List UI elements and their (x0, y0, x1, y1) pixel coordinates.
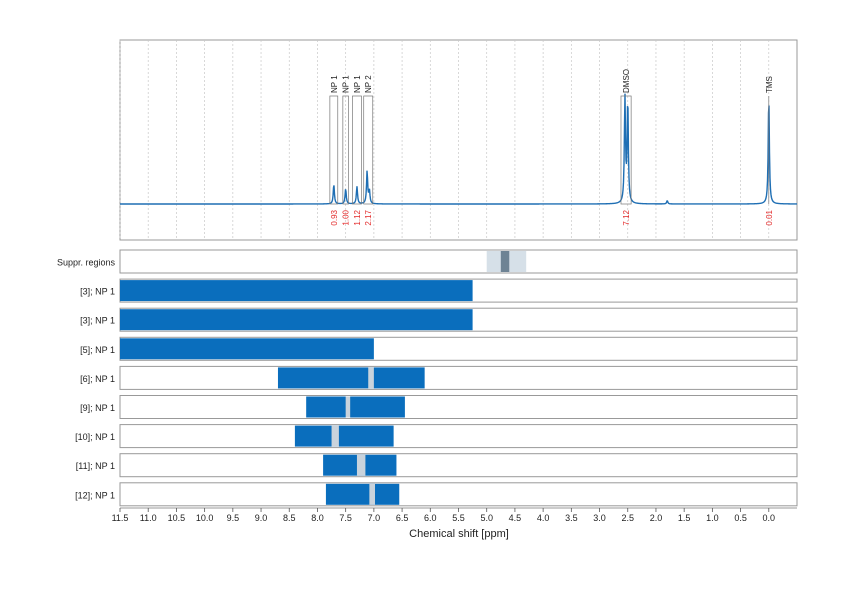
row-frame (119, 395, 798, 419)
x-tick-label: 7.5 (339, 513, 352, 523)
integral-label: 1.00 (342, 209, 351, 225)
spectrum-panel: NP 1 0.93 NP 1 1.00 NP 1 1.12 NP 2 2.17 DMSO 7.12… (119, 39, 798, 241)
x-tick-label: 10.5 (168, 513, 186, 523)
x-tick-label: 5.0 (480, 513, 493, 523)
x-tick-label: 5.5 (452, 513, 465, 523)
range-gap (331, 425, 339, 447)
row-frame (119, 424, 798, 449)
x-tick-label: 3.5 (565, 513, 578, 523)
range-bar (120, 280, 473, 302)
row-frame (119, 365, 798, 390)
peak-label: NP 1 (330, 75, 339, 93)
range-bar (325, 483, 400, 505)
integral-label: 1.12 (353, 209, 362, 225)
peak-label: NP 1 (353, 75, 362, 93)
x-tick-label: 9.5 (227, 513, 240, 523)
row-label: [12]; NP 1 (75, 490, 115, 500)
peak-bracket (620, 95, 632, 205)
x-tick-label: 6.0 (424, 513, 437, 523)
row-frame (119, 453, 798, 478)
peak-label: NP 1 (342, 75, 351, 93)
x-tick-label: 0.5 (734, 513, 747, 523)
x-tick-label: 8.5 (283, 513, 296, 523)
peak-bracket (363, 95, 374, 205)
range-row: [3]; NP 1 (80, 278, 798, 303)
x-tick-label: 11.5 (112, 513, 129, 523)
integral-label: 2.17 (364, 209, 373, 225)
x-tick-label: 9.0 (255, 513, 268, 523)
x-tick-label: 2.0 (650, 513, 663, 523)
row-frame (119, 482, 798, 507)
peak-label: DMSO (622, 69, 631, 93)
x-tick-label: 11.0 (140, 513, 157, 523)
range-row: [10]; NP 1 (75, 424, 798, 449)
row-label: [6]; NP 1 (80, 374, 115, 384)
row-label: Suppr. regions (57, 258, 116, 268)
x-tick-label: 8.0 (311, 513, 324, 523)
x-tick-label: 4.5 (509, 513, 522, 523)
range-rows: Suppr. regions [3]; NP 1 [3]; NP 1 [5]; NP … (57, 249, 798, 507)
row-label: [3]; NP 1 (80, 287, 115, 297)
x-tick-label: 0.0 (763, 513, 776, 523)
x-axis: 11.5 11.0 10.5 10.0 9.5 9.0 8.5 8.0 7.5 7.0 6.5 6.0… (112, 507, 797, 523)
range-row: [5]; NP 1 (80, 336, 798, 361)
range-row: [6]; NP 1 (80, 365, 798, 390)
range-gap (369, 483, 376, 505)
range-row: [11]; NP 1 (76, 453, 798, 478)
row-label: [9]; NP 1 (80, 403, 115, 413)
range-row: [9]; NP 1 (80, 395, 798, 419)
row-label: [3]; NP 1 (80, 316, 115, 326)
x-tick-label: 2.5 (621, 513, 634, 523)
range-bar (294, 425, 394, 447)
range-gap (368, 367, 374, 389)
range-gap (356, 454, 366, 476)
row-label: [5]; NP 1 (80, 345, 115, 355)
x-axis-label: Chemical shift [ppm] (409, 528, 509, 540)
x-tick-label: 3.0 (593, 513, 606, 523)
peak-bracket (352, 95, 362, 205)
integral-label: 7.12 (622, 209, 631, 225)
range-row: [12]; NP 1 (75, 482, 798, 507)
integral-label: 0.01 (765, 209, 774, 225)
peak-bracket (329, 95, 339, 205)
spectrum-line (120, 93, 797, 205)
row-label: [11]; NP 1 (76, 461, 115, 471)
x-tick-label: 7.0 (368, 513, 381, 523)
range-bar (120, 338, 374, 360)
row-label: [10]; NP 1 (75, 432, 115, 442)
x-tick-label: 4.0 (537, 513, 550, 523)
x-tick-label: 1.5 (678, 513, 691, 523)
range-bar (277, 367, 425, 389)
peak-label: TMS (765, 76, 774, 93)
range-bar (306, 396, 405, 418)
row-frame (119, 249, 798, 274)
integral-label: 0.93 (330, 209, 339, 225)
x-tick-label: 6.5 (396, 513, 409, 523)
peak-label: NP 2 (364, 75, 373, 93)
peak-bracket (342, 95, 349, 205)
range-row: Suppr. regions (57, 249, 798, 274)
x-tick-label: 10.0 (196, 513, 214, 523)
suppression-core (500, 251, 510, 272)
range-bar (120, 309, 473, 331)
range-row: [3]; NP 1 (80, 307, 798, 332)
range-gap (345, 396, 351, 418)
x-tick-label: 1.0 (706, 513, 719, 523)
